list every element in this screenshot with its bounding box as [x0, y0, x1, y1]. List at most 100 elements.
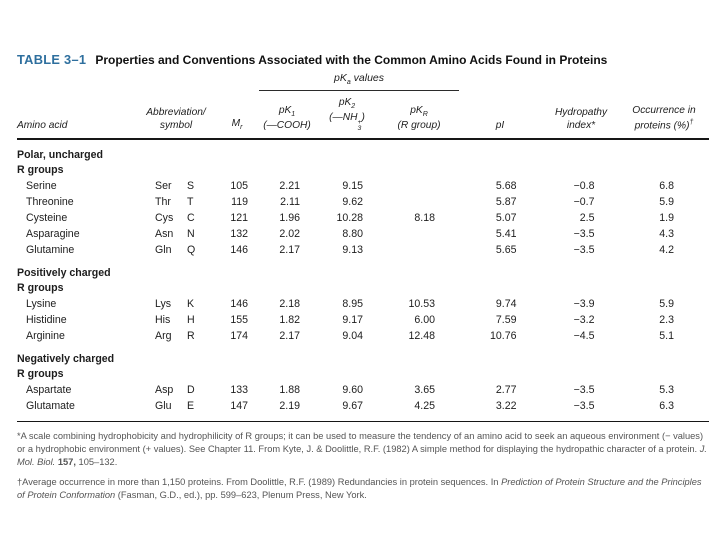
col-header-hydropathy: Hydropathy index*	[554, 106, 608, 131]
cell-hyd: −3.5	[541, 384, 621, 396]
cell-pk1: 2.17	[259, 330, 315, 342]
cell-abbreviation: Gln Q	[137, 244, 215, 256]
cell-hyd: 2.5	[541, 212, 621, 224]
value-hyd: −3.9	[573, 298, 595, 311]
col-header-pi: pI	[495, 119, 505, 131]
cell-amino-acid: Asparagine	[26, 228, 80, 241]
cell-mr: 146	[215, 298, 259, 310]
col-header-pk1: pK1 (—COOH)	[263, 104, 311, 131]
cell-hyd: −4.5	[541, 330, 621, 342]
value-hyd: −0.7	[573, 196, 595, 209]
cell-pk1: 1.88	[259, 384, 315, 396]
value-occ: 6.8	[659, 180, 674, 193]
section-header-line1: Negatively charged	[17, 353, 115, 366]
footnote-hydropathy-index: *A scale combining hydrophobicity and hy…	[17, 431, 707, 468]
value-pi: 7.59	[495, 314, 517, 327]
value-pi: 10.76	[489, 330, 517, 343]
col-header-pk2: pK2 (—NH +3)	[329, 97, 365, 133]
column-header-row: Amino acid Abbreviation/symbol Mr pK1 (—C…	[17, 91, 709, 141]
cell-occ: 6.3	[621, 400, 707, 412]
cell-mr: 132	[215, 228, 259, 240]
cell-amino-acid: Glutamate	[26, 400, 75, 413]
table-row: Serine Ser S 105 2.21 9.15 5.68 −0.8 6.8	[17, 178, 709, 194]
cell-abbreviation: His H	[137, 314, 215, 326]
cell-pk2: 9.13	[315, 244, 379, 256]
value-pi: 9.74	[495, 298, 517, 311]
value-occ: 5.1	[659, 330, 674, 343]
cell-hyd: −3.5	[541, 228, 621, 240]
symbol-text: Q	[187, 244, 196, 257]
cell-amino-acid: Aspartate	[26, 384, 72, 397]
cell-mr: 133	[215, 384, 259, 396]
abbreviation-text: Glu	[155, 400, 172, 413]
pka-rest: values	[350, 72, 385, 84]
value-hyd: −3.5	[573, 384, 595, 397]
table-row: Threonine Thr T 119 2.11 9.62 5.87 −0.7 5.9	[17, 194, 709, 210]
cell-pi: 5.68	[459, 180, 541, 192]
cell-hyd: −3.5	[541, 400, 621, 412]
cell-pkr	[379, 180, 459, 192]
cell-pk1: 1.96	[259, 212, 315, 224]
cell-pk2: 8.95	[315, 298, 379, 310]
value-hyd: −3.5	[573, 228, 595, 241]
value-occ: 2.3	[659, 314, 674, 327]
value-mr: 119	[231, 196, 248, 209]
cell-pi: 5.87	[459, 196, 541, 208]
cell-occ: 5.9	[621, 196, 707, 208]
cell-pkr: 8.18	[379, 212, 459, 224]
cell-hyd: −0.7	[541, 196, 621, 208]
value-pk2: 9.04	[342, 330, 363, 343]
pka-sub: a	[346, 79, 351, 87]
symbol-text: K	[187, 298, 195, 311]
value-pk2: 8.80	[342, 228, 363, 241]
cell-pk1: 2.11	[259, 196, 315, 208]
cell-abbreviation: Glu E	[137, 400, 215, 412]
cell-pk1: 2.19	[259, 400, 315, 412]
cell-pkr: 6.00	[379, 314, 459, 326]
value-pi: 2.77	[495, 384, 517, 397]
section-header-line2: R groups	[17, 164, 64, 177]
cell-occ: 1.9	[621, 212, 707, 224]
value-pkr: 6.00	[414, 314, 435, 327]
cell-occ: 5.3	[621, 384, 707, 396]
cell-mr: 119	[215, 196, 259, 208]
cell-occ: 4.2	[621, 244, 707, 256]
table-row: Cysteine Cys C 121 1.96 10.28 8.18 5.07 2.5 1.9	[17, 210, 709, 226]
cell-pk2: 9.60	[315, 384, 379, 396]
table-row: Glutamate Glu E 147 2.19 9.67 4.25 3.22 −3.5 6.3	[17, 398, 709, 414]
cell-pi: 9.74	[459, 298, 541, 310]
table-row: Lysine Lys K 146 2.18 8.95 10.53 9.74 −3.9 5.9	[17, 296, 709, 312]
symbol-text: E	[187, 400, 195, 413]
cell-mr: 121	[215, 212, 259, 224]
value-pi: 3.22	[495, 400, 517, 413]
cell-occ: 4.3	[621, 228, 707, 240]
table-row: Asparagine Asn N 132 2.02 8.80 5.41 −3.5 4.3	[17, 226, 709, 242]
cell-amino-acid: Serine	[26, 180, 57, 193]
table-row: Glutamine Gln Q 146 2.17 9.13 5.65 −3.5 4.2	[17, 242, 709, 258]
value-pk2: 9.67	[342, 400, 363, 413]
cell-amino-acid: Lysine	[26, 298, 57, 311]
table-title-text: Properties and Conventions Associated wi…	[95, 53, 608, 67]
value-mr: 105	[230, 180, 248, 193]
symbol-text: H	[187, 314, 195, 327]
cell-pi: 5.65	[459, 244, 541, 256]
value-hyd: −3.5	[573, 244, 595, 257]
col-header-occurrence: Occurrence in proteins (%)†	[632, 105, 696, 131]
col-header-amino-acid: Amino acid	[17, 119, 68, 131]
cell-pkr	[379, 196, 459, 208]
cell-pk2: 9.04	[315, 330, 379, 342]
cell-hyd: −0.8	[541, 180, 621, 192]
cell-pkr: 3.65	[379, 384, 459, 396]
value-occ: 5.9	[659, 298, 674, 311]
value-pk2: 9.60	[342, 384, 363, 397]
pka-span-row: pKa values	[17, 72, 709, 92]
table-row: Histidine His H 155 1.82 9.17 6.00 7.59 −3.2 2.3	[17, 312, 709, 328]
value-hyd: −3.5	[573, 400, 595, 413]
table-row: Aspartate Asp D 133 1.88 9.60 3.65 2.77 −3.5 5.3	[17, 382, 709, 398]
value-pkr: 12.48	[408, 330, 435, 343]
cell-pi: 10.76	[459, 330, 541, 342]
cell-abbreviation: Ser S	[137, 180, 215, 192]
section-header: Positively charged R groups	[17, 266, 709, 296]
cell-occ: 5.1	[621, 330, 707, 342]
value-pk1: 1.96	[279, 212, 300, 225]
